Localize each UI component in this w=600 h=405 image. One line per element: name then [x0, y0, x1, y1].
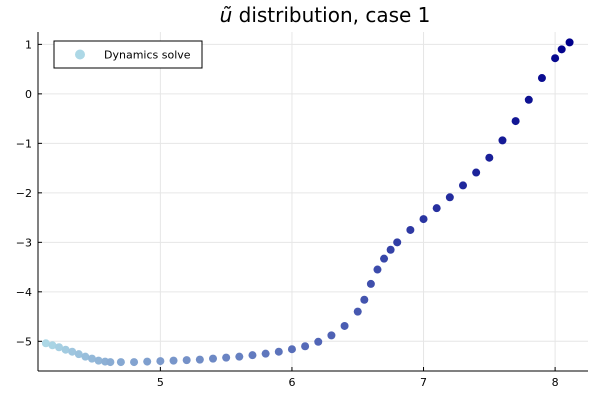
- data-point: [106, 358, 115, 367]
- data-point: [274, 347, 283, 356]
- data-point: [380, 254, 389, 263]
- data-point: [537, 74, 546, 83]
- data-point: [116, 358, 125, 367]
- y-tick-label: −4: [16, 286, 32, 299]
- y-tick-label: 1: [25, 38, 32, 51]
- data-point: [41, 339, 50, 348]
- data-point: [551, 54, 560, 63]
- data-point: [94, 356, 103, 365]
- chart-title-text: distribution, case 1: [232, 3, 430, 27]
- data-point: [182, 356, 191, 365]
- data-point: [353, 307, 362, 316]
- data-point: [143, 357, 152, 366]
- grid-lines: [38, 32, 588, 371]
- y-tick-label: 0: [25, 88, 32, 101]
- data-point: [340, 321, 349, 330]
- data-point: [235, 352, 244, 361]
- data-point: [195, 355, 204, 364]
- data-point: [386, 245, 395, 254]
- legend-label: Dynamics solve: [104, 49, 191, 62]
- data-point: [156, 357, 165, 366]
- data-point: [419, 215, 428, 224]
- data-point: [68, 347, 77, 356]
- data-point: [366, 279, 375, 288]
- y-tick-labels: −5 −4 −3 −2 −1 0 1: [16, 38, 32, 348]
- legend-marker: [75, 49, 85, 60]
- data-point: [373, 265, 382, 274]
- data-point: [459, 181, 467, 190]
- data-point: [511, 117, 520, 126]
- x-tick-label: 6: [288, 376, 295, 389]
- data-point: [48, 341, 57, 350]
- data-point: [87, 354, 96, 363]
- x-tick-label: 5: [157, 376, 164, 389]
- data-point: [261, 349, 270, 358]
- data-point: [61, 345, 70, 354]
- legend: Dynamics solve: [53, 40, 203, 69]
- data-point: [557, 45, 566, 54]
- data-point: [524, 95, 533, 104]
- data-point: [393, 238, 402, 247]
- y-tick-label: −1: [16, 137, 32, 150]
- scatter-series-dynamics-solve: [41, 38, 574, 367]
- data-point: [222, 353, 231, 362]
- y-tick-label: −5: [16, 335, 32, 348]
- x-tick-label: 7: [420, 376, 427, 389]
- y-tick-label: −2: [16, 187, 32, 200]
- chart-title-symbol: ũ: [220, 3, 233, 27]
- data-point: [445, 193, 454, 202]
- y-tick-label: −3: [16, 236, 32, 249]
- data-point: [130, 358, 139, 367]
- x-tick-labels: 5 6 7 8: [157, 376, 559, 389]
- data-point: [327, 331, 336, 340]
- data-point: [485, 153, 494, 162]
- x-tick-label: 8: [552, 376, 559, 389]
- chart-title: ũ distribution, case 1: [220, 3, 431, 27]
- data-point: [360, 295, 369, 304]
- data-point: [432, 204, 441, 213]
- data-point: [498, 136, 507, 145]
- data-point: [301, 342, 310, 351]
- data-point: [314, 337, 323, 346]
- data-point: [81, 352, 90, 361]
- data-point: [209, 354, 217, 363]
- data-point: [74, 350, 83, 359]
- data-point: [248, 351, 257, 360]
- data-point: [472, 168, 481, 177]
- data-point: [287, 345, 296, 354]
- data-point: [55, 343, 64, 352]
- axes: [37, 32, 588, 372]
- data-point: [565, 38, 574, 47]
- data-point: [406, 225, 415, 234]
- data-point: [169, 356, 178, 365]
